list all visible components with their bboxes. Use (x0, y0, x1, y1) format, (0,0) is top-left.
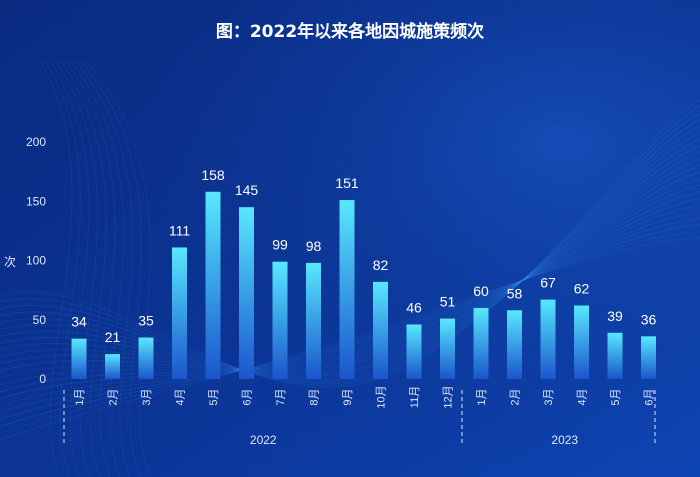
data-label: 151 (335, 175, 359, 191)
y-tick-label: 200 (26, 135, 46, 149)
wave-line (0, 178, 700, 379)
bar (71, 338, 87, 379)
x-tick-label: 9月 (342, 388, 354, 405)
group-label: 2023 (551, 433, 578, 447)
wave-line (0, 217, 700, 420)
bar (172, 247, 187, 379)
y-tick-label: 150 (26, 194, 46, 208)
wave-line (0, 138, 700, 377)
x-tick-label: 3月 (543, 388, 555, 405)
bar (473, 307, 489, 379)
x-tick-label: 2月 (510, 388, 522, 405)
bar (239, 207, 254, 379)
data-label: 98 (306, 238, 322, 254)
wave-line (0, 171, 700, 372)
x-tick-label: 4月 (577, 388, 589, 405)
x-tick-label: 10月 (376, 385, 388, 408)
x-tick-label: 6月 (242, 388, 254, 405)
data-label: 99 (272, 237, 288, 253)
data-label: 21 (105, 329, 121, 345)
data-label: 62 (574, 281, 590, 297)
wave-line (74, 59, 134, 477)
data-label: 58 (507, 285, 523, 301)
data-label: 51 (440, 294, 456, 310)
wave-line (69, 59, 125, 477)
x-tick-label: 7月 (275, 388, 287, 405)
x-tick-label: 2月 (108, 388, 120, 405)
bar (607, 332, 623, 379)
x-tick-label: 3月 (141, 388, 153, 405)
x-tick-label: 1月 (476, 388, 488, 405)
x-tick-label: 12月 (443, 385, 455, 408)
y-tick-label: 100 (26, 254, 46, 268)
data-label: 35 (138, 313, 154, 329)
bar (440, 318, 455, 379)
year-groups: 2022 2023 (63, 390, 656, 447)
data-label: 36 (641, 311, 657, 327)
bar (205, 191, 221, 379)
bar (540, 299, 556, 379)
x-tick-label: 5月 (610, 388, 622, 405)
wave-line (84, 59, 151, 477)
data-label: 39 (607, 308, 623, 324)
x-tick-label: 5月 (208, 388, 220, 405)
data-label: 67 (540, 275, 556, 291)
wave-line (0, 224, 700, 427)
group-label: 2022 (250, 433, 277, 447)
wave-line (0, 230, 700, 434)
bar (574, 305, 589, 379)
wave-line (49, 59, 90, 477)
wave-line (0, 237, 700, 441)
bar (339, 200, 355, 379)
chart-title: 图：2022年以来各地因城施策频次 (216, 21, 484, 42)
y-tick-label: 50 (33, 313, 47, 327)
bar (138, 337, 154, 379)
data-label: 82 (373, 257, 389, 273)
y-axis-ticks: 0 50 100 150 200 (26, 135, 46, 386)
x-tick-label: 4月 (175, 388, 187, 405)
wave-line (44, 59, 81, 477)
x-tick-label: 1月 (74, 388, 86, 405)
bar (641, 336, 656, 379)
wave-line (54, 59, 98, 477)
data-label: 60 (473, 283, 489, 299)
bar (306, 262, 321, 379)
y-tick-label: 0 (39, 372, 46, 386)
data-label: 34 (71, 314, 87, 330)
x-tick-label: 11月 (409, 386, 421, 408)
wave-line (0, 99, 700, 388)
bar (406, 324, 422, 379)
wave-line (39, 59, 73, 477)
data-label: 158 (201, 167, 225, 183)
x-tick-label: 8月 (309, 388, 321, 405)
x-tick-label: 6月 (644, 388, 656, 405)
x-axis-labels: 1月 2月 3月 4月 5月 6月 7月 8月 9月 10月 11月 12月 1月 2月 3月 4月 5月 6月 (74, 385, 656, 408)
bar (373, 281, 388, 379)
value-labels: 34 21 35 111 158 145 99 98 151 82 46 51 60 58 67 62 39 36 (71, 167, 656, 345)
data-label: 111 (169, 222, 190, 238)
wave-line (64, 59, 116, 477)
wave-line (59, 59, 107, 477)
y-axis-label: 次 (4, 255, 16, 269)
bar (507, 310, 522, 379)
bar (272, 261, 288, 379)
bars (71, 191, 656, 379)
wave-line (79, 59, 142, 477)
bar (105, 354, 120, 379)
data-label: 145 (235, 182, 259, 198)
wave-line (0, 132, 700, 379)
wave-line (0, 106, 700, 386)
data-label: 46 (406, 299, 422, 315)
